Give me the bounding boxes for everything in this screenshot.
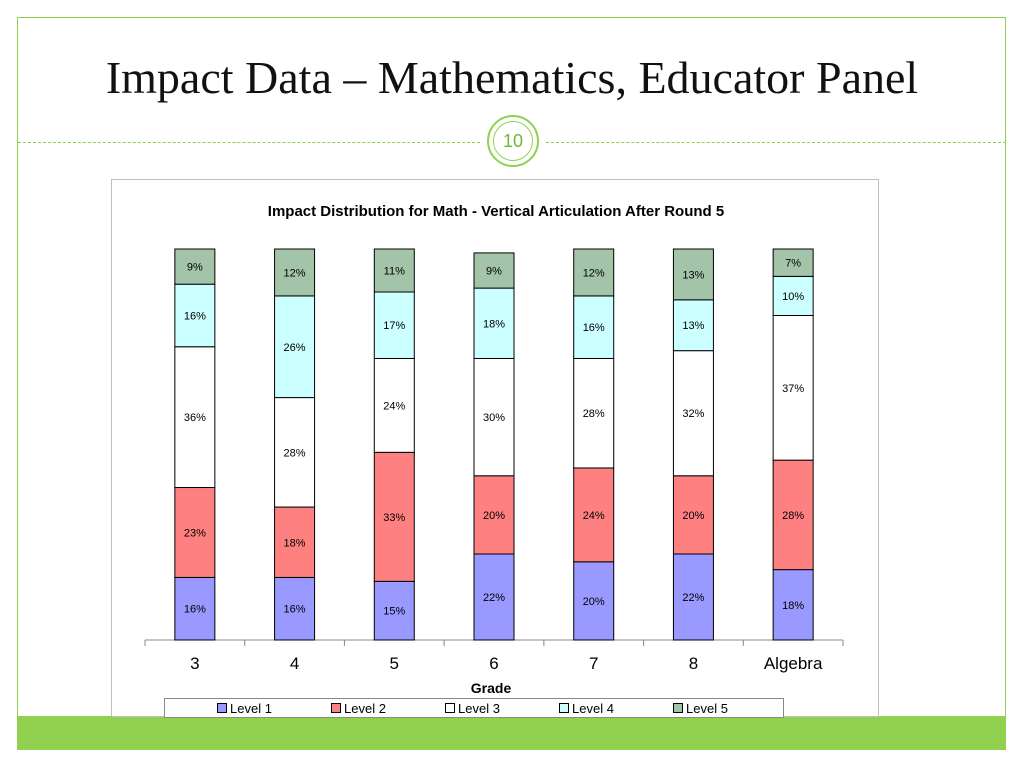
- data-label: 18%: [284, 537, 306, 549]
- bar-segment-level-4: [274, 295, 316, 399]
- bar-segment-level-2: [373, 451, 415, 582]
- data-label: 13%: [682, 320, 704, 332]
- data-label: 26%: [284, 342, 306, 354]
- data-label: 10%: [782, 291, 804, 303]
- data-label: 24%: [383, 400, 405, 412]
- bar-segment-level-1: [573, 561, 615, 641]
- bar-segment-level-1: [274, 576, 316, 641]
- legend-item-level-1: Level 1: [217, 701, 331, 716]
- data-label: 12%: [284, 267, 306, 279]
- bar-segment-level-1: [174, 576, 216, 641]
- data-label: 7%: [785, 258, 801, 270]
- bar-segment-level-5: [672, 248, 714, 301]
- data-label: 20%: [483, 510, 505, 522]
- legend-item-level-2: Level 2: [331, 701, 445, 716]
- legend-item-level-5: Level 5: [673, 701, 728, 716]
- legend-item-level-4: Level 4: [559, 701, 673, 716]
- data-label: 16%: [184, 604, 206, 616]
- bar-segment-level-4: [772, 275, 814, 316]
- data-label: 12%: [583, 267, 605, 279]
- bar-segment-level-2: [274, 506, 316, 578]
- chart-title: Impact Distribution for Math - Vertical …: [268, 203, 724, 220]
- data-label: 20%: [682, 510, 704, 522]
- bar-segment-level-3: [373, 357, 415, 453]
- data-label: 16%: [583, 322, 605, 334]
- x-tick-label: Algebra: [764, 654, 823, 673]
- page-number: 10: [493, 121, 533, 161]
- x-tick-label: 6: [489, 654, 498, 673]
- data-label: 17%: [383, 320, 405, 332]
- bar-segment-level-5: [274, 248, 316, 297]
- bar-segment-level-3: [274, 397, 316, 508]
- bar-segment-level-1: [473, 553, 515, 641]
- data-label: 9%: [187, 262, 203, 274]
- data-label: 28%: [583, 408, 605, 420]
- legend-swatch: [673, 703, 683, 713]
- footer-bar: [17, 716, 1006, 750]
- bar-segment-level-4: [473, 287, 515, 359]
- data-label: 32%: [682, 408, 704, 420]
- data-label: 16%: [284, 604, 306, 616]
- data-label: 37%: [782, 383, 804, 395]
- data-label: 24%: [583, 510, 605, 522]
- x-tick-label: 7: [589, 654, 598, 673]
- chart-container: Impact Distribution for Math - Vertical …: [111, 179, 879, 717]
- data-label: 28%: [284, 447, 306, 459]
- data-label: 9%: [486, 266, 502, 278]
- data-label: 30%: [483, 412, 505, 424]
- x-tick-label: 5: [390, 654, 399, 673]
- bar-segment-level-5: [473, 252, 515, 289]
- bar-segment-level-3: [473, 357, 515, 477]
- data-label: 33%: [383, 512, 405, 524]
- bar-segment-level-1: [772, 569, 814, 641]
- legend-label: Level 3: [458, 700, 500, 716]
- data-label: 20%: [583, 596, 605, 608]
- bar-segment-level-3: [772, 314, 814, 461]
- data-label: 18%: [483, 318, 505, 330]
- bar-segment-level-2: [573, 467, 615, 563]
- bar-segment-level-4: [573, 295, 615, 359]
- data-label: 18%: [782, 600, 804, 612]
- data-label: 22%: [682, 592, 704, 604]
- legend-label: Level 1: [230, 700, 272, 716]
- bar-segment-level-4: [672, 299, 714, 352]
- legend-swatch: [331, 703, 341, 713]
- title-divider-left: [18, 142, 480, 143]
- data-label: 11%: [384, 266, 405, 278]
- bar-segment-level-2: [672, 475, 714, 555]
- legend-label: Level 2: [344, 700, 386, 716]
- legend-swatch: [445, 703, 455, 713]
- x-tick-label: 8: [689, 654, 698, 673]
- chart-legend: Level 1 Level 2 Level 3 Level 4 Level 5: [164, 698, 784, 718]
- data-label: 16%: [184, 310, 206, 322]
- x-tick-label: 4: [290, 654, 299, 673]
- bar-segment-level-5: [772, 248, 814, 277]
- data-label: 36%: [184, 412, 206, 424]
- bar-segment-level-5: [573, 248, 615, 297]
- data-label: 13%: [682, 269, 704, 281]
- legend-label: Level 5: [686, 700, 728, 716]
- legend-swatch: [217, 703, 227, 713]
- page-number-badge: 10: [487, 115, 539, 167]
- stacked-bar-chart: Impact Distribution for Math - Vertical …: [144, 203, 844, 696]
- bar-segment-level-3: [672, 350, 714, 477]
- bar-segment-level-5: [174, 248, 216, 285]
- data-label: 15%: [383, 606, 405, 618]
- data-label: 28%: [782, 510, 804, 522]
- data-label: 23%: [184, 527, 206, 539]
- bar-segment-level-4: [373, 291, 415, 359]
- x-tick-label: 3: [190, 654, 199, 673]
- bar-segment-level-5: [373, 248, 415, 293]
- slide-title: Impact Data – Mathematics, Educator Pane…: [105, 52, 919, 103]
- bar-segment-level-2: [174, 487, 216, 578]
- legend-swatch: [559, 703, 569, 713]
- title-divider-right: [546, 142, 1006, 143]
- legend-label: Level 4: [572, 700, 614, 716]
- bar-segment-level-4: [174, 283, 216, 348]
- data-label: 22%: [483, 592, 505, 604]
- x-axis-title: Grade: [471, 680, 512, 696]
- legend-item-level-3: Level 3: [445, 701, 559, 716]
